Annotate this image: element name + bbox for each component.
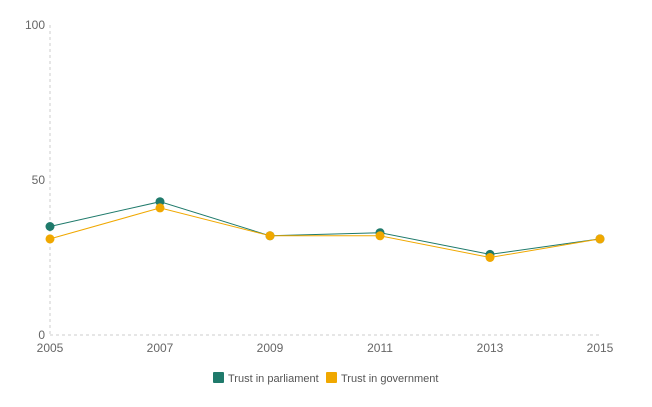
series-points <box>45 197 605 262</box>
x-tick-label: 2005 <box>37 341 64 355</box>
data-point <box>485 253 495 262</box>
legend-swatch <box>326 372 337 383</box>
y-tick-label: 100 <box>25 18 45 32</box>
legend: Trust in parliament Trust in government <box>213 372 438 385</box>
data-point <box>155 203 165 213</box>
x-tick-labels: 2005 2007 2009 2011 2013 2015 <box>37 341 614 355</box>
legend-swatch <box>213 372 224 383</box>
data-point <box>45 222 55 231</box>
legend-label: Trust in parliament <box>228 373 319 385</box>
data-point <box>45 234 55 244</box>
series-line <box>49 201 601 255</box>
x-tick-label: 2009 <box>257 341 284 355</box>
series-lines <box>49 201 601 259</box>
y-tick-labels: 0 50 100 <box>25 18 45 342</box>
legend-label: Trust in government <box>341 373 438 385</box>
data-point <box>265 231 275 241</box>
data-point <box>155 197 165 207</box>
x-tick-label: 2007 <box>147 341 174 355</box>
data-point <box>375 231 385 241</box>
x-tick-label: 2013 <box>477 341 504 355</box>
y-tick-label: 0 <box>38 328 45 342</box>
series-line <box>49 207 601 259</box>
x-tick-label: 2015 <box>587 341 614 355</box>
y-tick-label: 50 <box>32 173 46 187</box>
data-point <box>595 234 605 244</box>
x-tick-label: 2011 <box>367 341 393 355</box>
